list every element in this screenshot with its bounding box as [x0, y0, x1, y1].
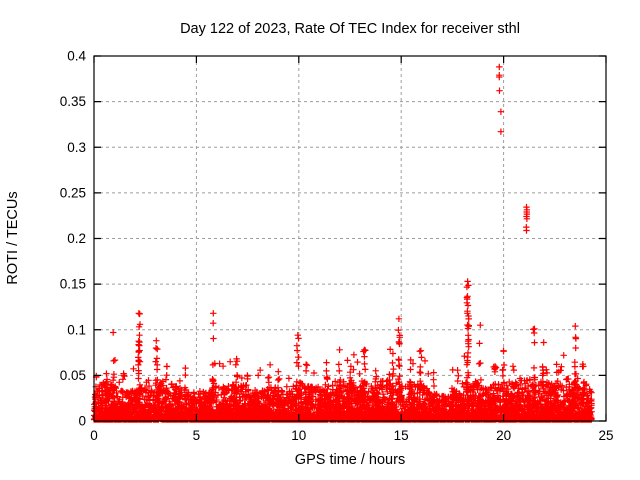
- data-points: [90, 63, 595, 423]
- x-tick-label: 10: [291, 428, 306, 443]
- chart-title: Day 122 of 2023, Rate Of TEC Index for r…: [180, 21, 520, 37]
- axis-ticks: [93, 55, 607, 422]
- x-tick-label: 20: [496, 428, 511, 443]
- y-tick-label: 0.05: [60, 368, 86, 383]
- y-tick-label: 0.4: [67, 49, 86, 64]
- y-tick-label: 0.25: [60, 185, 86, 200]
- x-tick-label: 5: [193, 428, 201, 443]
- y-tick-label: 0.1: [67, 322, 86, 337]
- y-tick-label: 0.15: [60, 277, 86, 292]
- grid-lines: [94, 56, 606, 421]
- y-axis-label: ROTI / TECUs: [5, 191, 21, 284]
- y-tick-label: 0.35: [60, 94, 86, 109]
- y-tick-label: 0: [78, 414, 86, 429]
- y-tick-label: 0.3: [67, 140, 86, 155]
- x-tick-label: 25: [598, 428, 613, 443]
- y-tick-label: 0.2: [67, 231, 86, 246]
- x-tick-label: 15: [394, 428, 409, 443]
- tick-labels: 0 5 10 15 20 25 0 0.05 0.1 0.15 0.2 0.25 0.3 0.35 0.4: [60, 49, 614, 444]
- x-axis-label: GPS time / hours: [295, 452, 405, 468]
- x-tick-label: 0: [90, 428, 98, 443]
